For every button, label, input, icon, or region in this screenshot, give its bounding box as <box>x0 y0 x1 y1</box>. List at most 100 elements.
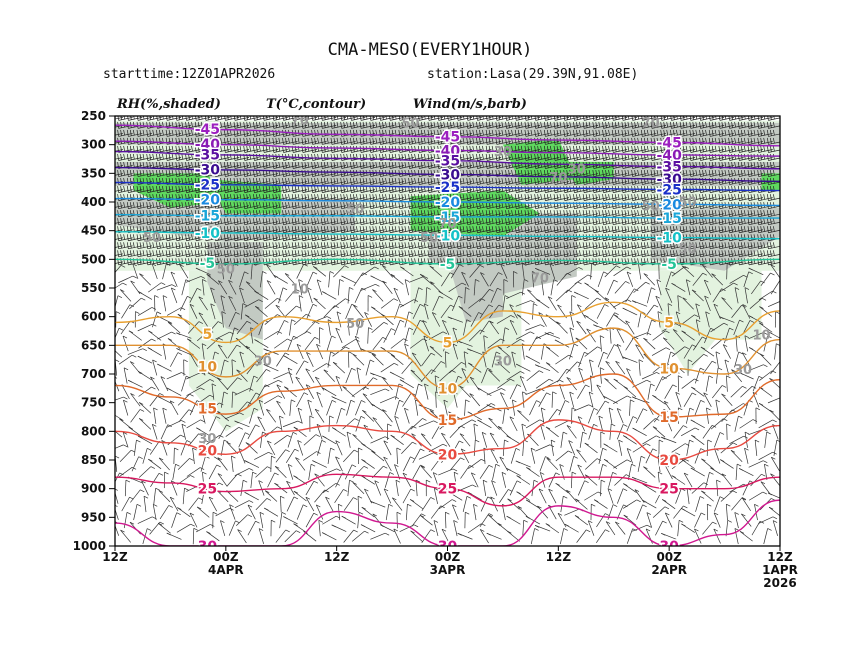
wind-barb <box>534 194 550 201</box>
wind-barb <box>686 487 692 505</box>
wind-barb <box>417 226 434 234</box>
wind-barb <box>596 529 610 544</box>
wind-barb <box>204 218 220 226</box>
wind-barb <box>502 407 510 424</box>
wind-barb <box>466 137 482 145</box>
wind-barb <box>709 116 725 121</box>
wind-barb <box>130 409 145 423</box>
wind-barb <box>611 210 628 218</box>
wind-barb <box>579 431 587 448</box>
wind-barb <box>204 121 220 129</box>
wind-barb <box>320 161 337 169</box>
wind-barb <box>708 210 725 218</box>
wind-barb <box>380 362 399 373</box>
wind-barb <box>447 153 463 161</box>
wind-barb <box>611 153 628 161</box>
wind-barb <box>194 137 211 145</box>
wind-barb <box>390 434 404 445</box>
temperature-contour-label: 25 <box>438 482 457 498</box>
wind-barb <box>331 396 347 404</box>
wind-barb <box>352 353 365 366</box>
y-tick-label: 550 <box>81 281 106 295</box>
wind-barb <box>571 471 577 489</box>
wind-barb <box>379 178 395 185</box>
wind-barb <box>524 116 541 121</box>
wind-barb <box>427 218 444 226</box>
wind-barb <box>563 129 579 137</box>
wind-barb <box>631 202 647 210</box>
wind-barb <box>747 116 764 121</box>
wind-barb <box>482 479 488 497</box>
wind-barb <box>146 202 162 210</box>
wind-barb <box>453 520 458 537</box>
wind-barb <box>695 496 705 512</box>
wind-barb <box>703 392 712 407</box>
wind-barb <box>272 161 288 169</box>
wind-barb <box>447 137 463 145</box>
wind-barb <box>262 218 279 226</box>
rh-contour-label: 50 <box>143 231 161 246</box>
y-tick-label: 600 <box>81 310 106 324</box>
wind-barb <box>573 218 589 226</box>
wind-barb <box>374 480 382 496</box>
wind-barb <box>553 218 570 226</box>
wind-barb <box>603 395 618 404</box>
wind-barb <box>457 532 473 540</box>
wind-barb <box>370 500 386 508</box>
wind-barb <box>526 467 540 477</box>
wind-barb <box>605 521 616 536</box>
wind-barb <box>181 279 190 296</box>
temperature-contour-label: -25 <box>435 180 460 196</box>
wind-barb <box>350 116 366 121</box>
wind-barb <box>427 116 444 121</box>
wind-barb <box>301 202 317 210</box>
wind-barb <box>319 327 324 344</box>
wind-barb <box>136 218 153 226</box>
wind-barb <box>506 435 521 445</box>
rh-contour-label: 30 <box>734 363 752 378</box>
wind-barb <box>272 178 288 185</box>
wind-barb <box>393 319 405 336</box>
wind-barb <box>398 202 414 210</box>
wind-barb <box>214 121 230 129</box>
wind-barb <box>350 202 366 210</box>
wind-barb <box>525 355 541 364</box>
wind-barb <box>352 482 365 495</box>
wind-barb <box>316 279 323 296</box>
wind-barb <box>437 210 453 218</box>
wind-barb <box>554 116 570 121</box>
wind-barb <box>336 311 342 328</box>
wind-barb <box>325 496 334 512</box>
wind-barb <box>514 218 531 226</box>
wind-barb <box>280 495 285 513</box>
y-tick-label: 300 <box>81 138 106 152</box>
wind-barb <box>525 499 540 509</box>
wind-barb <box>186 419 205 429</box>
wind-barb <box>437 194 453 201</box>
wind-barb <box>282 226 298 234</box>
y-tick-label: 250 <box>81 109 106 123</box>
wind-barb <box>485 137 502 145</box>
wind-barb <box>322 435 337 445</box>
wind-barb <box>330 186 347 193</box>
wind-barb <box>563 194 579 201</box>
wind-barb <box>611 169 628 177</box>
wind-barb <box>119 289 132 302</box>
wind-barb <box>136 186 153 193</box>
wind-barb <box>553 121 570 129</box>
wind-barb <box>301 137 317 145</box>
temperature-contour-label: 10 <box>438 381 458 397</box>
rh-contour-label: 50 <box>217 263 235 278</box>
wind-barb <box>393 528 401 544</box>
wind-barb <box>646 287 656 304</box>
wind-barb <box>115 396 128 401</box>
temperature-contour-label: -15 <box>195 209 220 225</box>
wind-barb <box>584 314 599 325</box>
y-tick-label: 1000 <box>73 539 106 553</box>
wind-barb <box>359 218 376 226</box>
wind-barb <box>612 116 628 121</box>
y-tick-label: 850 <box>81 453 106 467</box>
wind-barb <box>730 449 743 462</box>
wind-barb <box>359 226 376 234</box>
wind-barb <box>270 455 276 473</box>
